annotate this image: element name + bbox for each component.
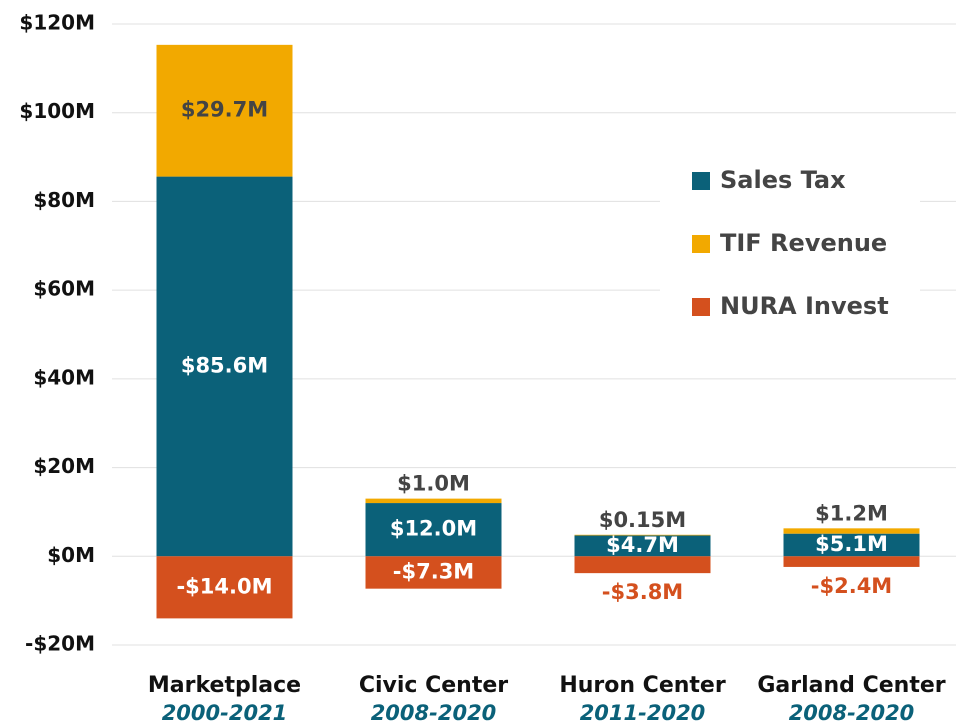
value-label: $1.0M: [397, 472, 470, 496]
bar-segment: [365, 503, 502, 557]
bar-segment: [574, 534, 711, 536]
value-label: $12.0M: [390, 517, 477, 541]
bar-segment: [365, 556, 502, 589]
y-tick-label: $80M: [33, 188, 95, 212]
legend-label: NURA Invest: [720, 292, 889, 320]
x-period-label: 2000-2021: [162, 701, 288, 725]
y-tick-label: $0M: [47, 543, 95, 567]
bar-segment: [783, 528, 920, 534]
value-label: $5.1M: [815, 532, 888, 556]
x-tick-label: Huron Center: [559, 673, 726, 698]
legend-swatch: [692, 235, 710, 253]
legend-label: Sales Tax: [720, 166, 846, 194]
y-tick-label: $60M: [33, 277, 95, 301]
bar-segment: [156, 176, 293, 557]
bar-segment: [365, 498, 502, 504]
value-label: -$2.4M: [811, 574, 892, 598]
bar-segment: [783, 556, 920, 567]
legend-swatch: [692, 298, 710, 316]
x-period-label: 2008-2020: [789, 701, 915, 725]
legend-label: TIF Revenue: [720, 229, 887, 257]
value-label: -$3.8M: [602, 580, 683, 604]
x-tick-label: Marketplace: [148, 673, 301, 698]
value-label: $4.7M: [606, 533, 679, 557]
y-tick-label: $40M: [33, 365, 95, 389]
value-label: -$14.0M: [176, 574, 272, 598]
value-label: $85.6M: [181, 353, 268, 377]
bar-segment: [574, 535, 711, 557]
x-period-label: 2008-2020: [371, 701, 497, 725]
x-tick-label: Garland Center: [757, 673, 945, 698]
bar-segment: [156, 44, 293, 177]
value-label: $0.15M: [599, 508, 686, 532]
bar-segment: [156, 556, 293, 619]
x-tick-label: Civic Center: [359, 673, 508, 698]
y-tick-label: -$20M: [25, 632, 95, 656]
bar-segment: [783, 533, 920, 557]
bar-segment: [574, 556, 711, 574]
y-tick-label: $20M: [33, 454, 95, 478]
y-tick-label: $100M: [19, 99, 95, 123]
value-label: $1.2M: [815, 501, 888, 525]
x-period-label: 2011-2020: [580, 701, 706, 725]
value-label: -$7.3M: [393, 559, 474, 583]
value-label: $29.7M: [181, 98, 268, 122]
y-tick-label: $120M: [19, 11, 95, 35]
legend-swatch: [692, 172, 710, 190]
